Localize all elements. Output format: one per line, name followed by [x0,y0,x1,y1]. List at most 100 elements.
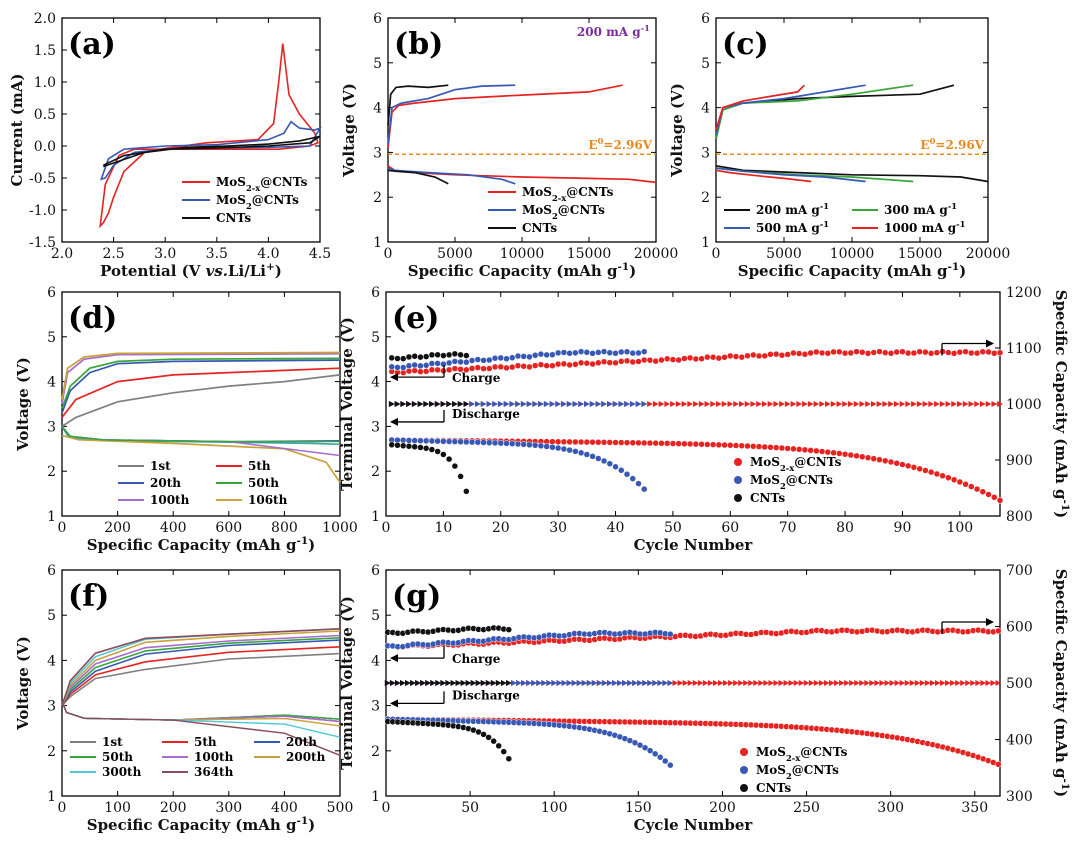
capacity-point [445,680,452,686]
capacity-point [975,680,982,686]
series-line [61,359,341,414]
discharge-point [612,439,619,446]
charge-point [612,350,619,357]
capacity-point [717,680,724,686]
panel-f: 0 100 200 300 400 500 1 2 3 4 5 6 Specific Capacity … [14,563,353,834]
y-tick-label: 1 [47,509,56,525]
charge-point [543,351,550,359]
capacity-point [893,401,900,407]
discharge-point [480,731,487,738]
charge-point [629,349,636,357]
discharge-point [445,455,453,463]
capacity-point [596,680,603,686]
capacity-point [899,401,906,407]
panel-letter: (b) [394,27,443,62]
y-axis-label: Terminal Voltage (V) [338,317,356,491]
capacity-point [968,401,975,407]
capacity-point [440,401,447,407]
series-line [61,646,341,707]
capacity-point [632,680,638,686]
x-tick-label: 800 [271,520,298,536]
y-tick-label: 5 [47,330,56,346]
discharge-point [945,474,952,481]
capacity-point [939,401,946,407]
capacity-point [586,680,593,686]
capacity-point [995,680,1002,686]
charge-point [807,349,814,357]
y-tick-label: 6 [371,563,380,579]
capacity-point [662,680,669,686]
capacity-point [531,680,538,686]
charge-point [394,364,401,371]
x-tick-label: 10000 [830,246,875,262]
capacity-point [506,680,512,686]
capacity-point [865,401,872,407]
discharge-point [457,438,464,446]
capacity-point [744,401,751,407]
capacity-point [758,680,765,686]
x-tick-label: 0 [58,800,67,816]
discharge-point [916,465,923,473]
charge-point [830,348,837,356]
charge-point [572,349,579,357]
capacity-point [389,680,396,686]
x-tick-label: 400 [271,800,298,816]
charge-point [721,354,728,361]
charge-point [618,358,625,365]
capacity-point [738,401,745,407]
capacity-point [960,680,966,686]
y2-tick-label: 800 [1006,509,1033,525]
discharge-point [411,437,418,444]
charge-point [434,360,441,367]
y-tick-label: 1.0 [34,75,56,91]
capacity-point [538,401,544,407]
charge-point [772,350,780,358]
x-tick-label: 400 [160,520,187,536]
discharge-point [595,455,602,462]
capacity-point [532,401,539,407]
discharge-point [962,480,969,488]
discharge-point [744,442,751,450]
capacity-point [400,401,407,407]
x-tick-label: 20000 [966,246,1011,262]
charge-point [778,351,786,359]
capacity-point [879,680,886,686]
discharge-point [445,438,453,445]
capacity-point [929,680,936,686]
discharge-point [554,438,562,446]
series-line [61,367,341,418]
discharge-point [979,488,987,495]
discharge-point [772,444,780,451]
capacity-point [516,680,522,686]
y-tick-label: 3 [371,699,380,715]
discharge-point [537,442,545,450]
capacity-point [909,680,916,686]
capacity-point [463,401,470,407]
panel-c: 0 5000 10000 15000 20000 1 2 3 4 5 6 Specific Capac… [668,11,1010,280]
discharge-point [411,443,418,451]
charge-point [468,357,476,364]
charge-point [399,355,407,362]
charge-point [795,350,803,357]
x-tick-label: 70 [779,520,797,536]
charge-point [497,363,505,371]
discharge-point [560,445,568,453]
capacity-point [788,680,795,686]
y-tick-label: 4 [373,101,382,117]
discharge-point [623,470,631,478]
discharge-point [572,438,579,446]
capacity-point [410,680,416,686]
reference-annotation: E0=2.96V [588,136,652,152]
charge-point [405,367,413,375]
y-tick-label: 5 [701,56,710,72]
capacity-point [802,401,808,407]
capacity-point [480,401,487,407]
capacity-point [425,680,432,686]
y2-tick-label: 1100 [1006,341,1042,357]
charge-point [824,350,832,357]
charge-point [428,360,436,367]
capacity-point [733,401,740,407]
discharge-point [899,461,906,468]
discharge-point [531,442,539,449]
charge-point [640,348,648,355]
